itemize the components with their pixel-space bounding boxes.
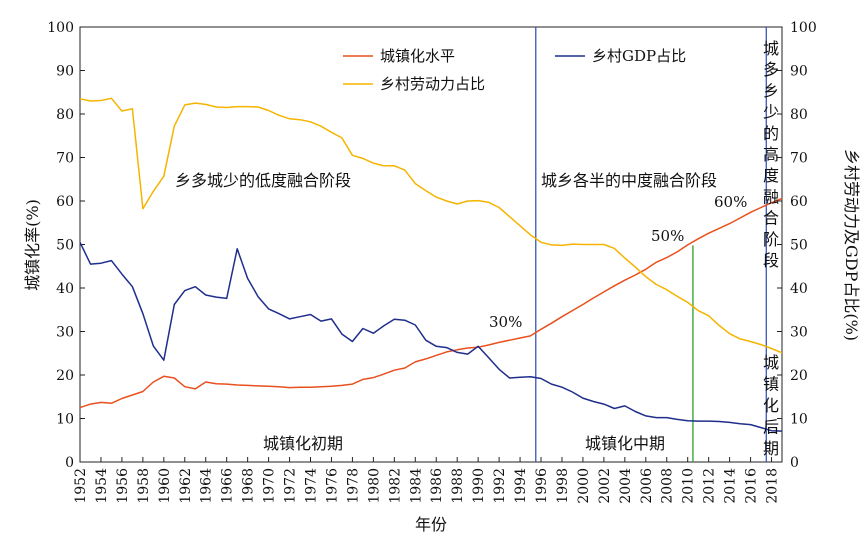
x-tick-label: 2018 bbox=[765, 468, 781, 504]
left-y-tick-label: 0 bbox=[65, 455, 74, 471]
right-y-tick-label: 100 bbox=[790, 20, 817, 36]
left-y-tick-label: 30 bbox=[56, 325, 74, 341]
right-y-axis: 0 10 20 30 40 50 60 70 80 90 100 bbox=[777, 20, 817, 471]
right-y-tick-label: 70 bbox=[790, 151, 808, 167]
x-tick-label: 1980 bbox=[366, 468, 382, 504]
right-y-tick-label: 80 bbox=[790, 107, 808, 123]
x-tick-label: 1998 bbox=[555, 468, 571, 504]
annotation-high-fusion: 城多乡少的高度融合阶段 bbox=[763, 39, 779, 270]
left-y-axis: 0 10 20 30 40 50 60 70 80 90 100 bbox=[47, 20, 85, 471]
annotation-mid-fusion: 城乡各半的中度融合阶段 bbox=[541, 171, 717, 190]
legend-label-rural-gdp: 乡村GDP占比 bbox=[592, 47, 686, 65]
legend: 城镇化水平 乡村劳动力占比 乡村GDP占比 bbox=[343, 47, 686, 93]
x-tick-label: 1956 bbox=[115, 468, 131, 504]
x-tick-label: 1974 bbox=[304, 468, 320, 504]
x-tick-label: 2014 bbox=[723, 468, 739, 504]
phase-separators bbox=[535, 27, 767, 462]
x-tick-label: 1992 bbox=[492, 468, 508, 504]
x-tick-label: 1970 bbox=[262, 468, 278, 504]
left-y-tick-label: 70 bbox=[56, 151, 74, 167]
x-tick-label: 2012 bbox=[702, 468, 718, 504]
x-tick-label: 1958 bbox=[136, 468, 152, 504]
x-tick-label: 1962 bbox=[178, 468, 194, 504]
x-tick-label: 1986 bbox=[429, 468, 445, 504]
x-tick-label: 1984 bbox=[408, 468, 424, 504]
series-rural-labor-line bbox=[79, 97, 783, 354]
left-y-tick-label: 20 bbox=[56, 368, 74, 384]
right-y-tick-label: 20 bbox=[790, 368, 808, 384]
left-y-tick-label: 80 bbox=[56, 107, 74, 123]
right-y-axis-title: 乡村劳动力及GDP占比(%) bbox=[842, 149, 860, 341]
x-tick-label: 1994 bbox=[513, 468, 529, 504]
x-tick-label: 1982 bbox=[387, 468, 403, 504]
x-tick-label: 2002 bbox=[597, 468, 613, 504]
annotation-stage-late: 城镇化后期 bbox=[763, 353, 779, 458]
annotation-stage-early: 城镇化初期 bbox=[263, 434, 343, 453]
right-y-tick-label: 40 bbox=[790, 281, 808, 297]
x-axis: 1952 1954 1956 1958 1960 1962 1964 1966 1968 1970… bbox=[73, 457, 781, 504]
x-axis-title: 年份 bbox=[415, 515, 447, 534]
annotation-stage-mid: 城镇化中期 bbox=[585, 434, 665, 453]
left-y-tick-label: 100 bbox=[47, 20, 74, 36]
x-tick-label: 1960 bbox=[157, 468, 173, 504]
right-y-tick-label: 30 bbox=[790, 325, 808, 341]
left-y-axis-title: 城镇化率(%) bbox=[23, 199, 42, 291]
x-tick-label: 1996 bbox=[534, 468, 550, 504]
left-y-tick-label: 50 bbox=[56, 238, 74, 254]
x-tick-label: 1968 bbox=[241, 468, 257, 504]
x-tick-label: 1954 bbox=[94, 468, 110, 504]
x-tick-label: 1976 bbox=[324, 468, 340, 504]
x-tick-label: 2004 bbox=[618, 468, 634, 504]
left-y-tick-label: 90 bbox=[56, 64, 74, 80]
x-tick-label: 1952 bbox=[73, 468, 89, 504]
x-tick-label: 1964 bbox=[199, 468, 215, 504]
legend-label-urbanization: 城镇化水平 bbox=[380, 47, 455, 65]
x-tick-label: 1972 bbox=[283, 468, 299, 504]
x-tick-label: 1978 bbox=[345, 468, 361, 504]
legend-label-rural-labor: 乡村劳动力占比 bbox=[380, 75, 485, 93]
series-urbanization-line bbox=[79, 197, 783, 409]
annotation-pct-60: 60% bbox=[714, 193, 747, 211]
right-y-tick-label: 50 bbox=[790, 238, 808, 254]
series-layer bbox=[79, 97, 783, 432]
x-tick-label: 2008 bbox=[660, 468, 676, 504]
annotation-pct-30: 30% bbox=[489, 313, 522, 331]
right-y-tick-label: 60 bbox=[790, 194, 808, 210]
series-rural-gdp-line bbox=[79, 241, 783, 432]
annotation-pct-50: 50% bbox=[651, 227, 684, 245]
x-tick-label: 2010 bbox=[681, 468, 697, 504]
right-y-tick-label: 0 bbox=[790, 455, 799, 471]
left-y-tick-label: 60 bbox=[56, 194, 74, 210]
x-tick-label: 2016 bbox=[744, 468, 760, 504]
left-y-tick-label: 10 bbox=[56, 412, 74, 428]
x-tick-label: 2000 bbox=[576, 468, 592, 504]
right-y-tick-label: 90 bbox=[790, 64, 808, 80]
left-y-tick-label: 40 bbox=[56, 281, 74, 297]
right-y-tick-label: 10 bbox=[790, 412, 808, 428]
annotation-low-fusion: 乡多城少的低度融合阶段 bbox=[175, 171, 351, 190]
x-tick-label: 1988 bbox=[450, 468, 466, 504]
x-tick-label: 1990 bbox=[471, 468, 487, 504]
x-tick-label: 1966 bbox=[220, 468, 236, 504]
x-tick-label: 2006 bbox=[639, 468, 655, 504]
